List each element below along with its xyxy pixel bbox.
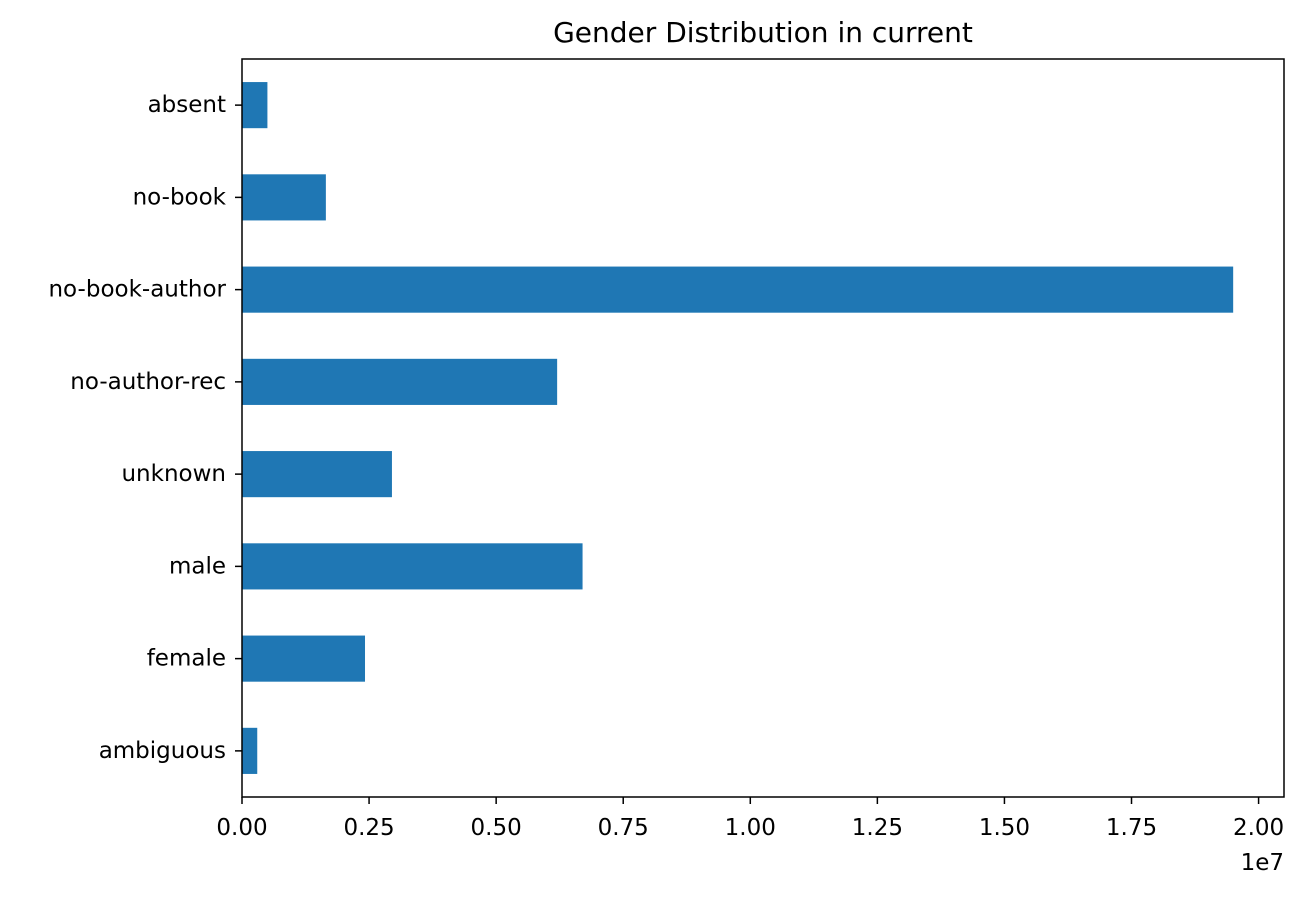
bar-no-book (242, 174, 326, 221)
x-tick-label: 1.75 (1106, 815, 1157, 841)
x-tick-label: 1.25 (852, 815, 903, 841)
y-tick-label: no-book-author (48, 277, 226, 303)
x-axis-multiplier: 1e7 (1241, 850, 1284, 876)
x-tick-label: 1.50 (979, 815, 1030, 841)
y-tick-label: no-author-rec (70, 369, 226, 395)
y-tick-label: ambiguous (99, 738, 226, 764)
x-tick-label: 0.50 (471, 815, 522, 841)
y-tick-label: male (169, 553, 226, 579)
x-tick-label: 0.25 (343, 815, 394, 841)
chart-title: Gender Distribution in current (553, 16, 973, 49)
x-tick-label: 1.00 (725, 815, 776, 841)
y-tick-label: absent (148, 92, 226, 118)
bar-ambiguous (242, 727, 258, 774)
axes-layer: absent no-book no-book-author no-author-rec… (48, 92, 1284, 841)
x-tick-label: 2.00 (1233, 815, 1284, 841)
bar-male (242, 543, 583, 590)
x-tick-label: 0.75 (598, 815, 649, 841)
y-tick-label: female (147, 646, 226, 672)
bars-layer (242, 82, 1234, 774)
y-tick-label: no-book (133, 184, 227, 210)
y-tick-label: unknown (121, 461, 226, 487)
x-tick-label: 0.00 (216, 815, 267, 841)
bar-absent (242, 82, 268, 129)
bar-no-book-author (242, 266, 1234, 313)
bar-no-author-rec (242, 358, 558, 405)
bar-unknown (242, 451, 392, 498)
bar-female (242, 635, 366, 682)
plot-frame (241, 58, 1285, 798)
